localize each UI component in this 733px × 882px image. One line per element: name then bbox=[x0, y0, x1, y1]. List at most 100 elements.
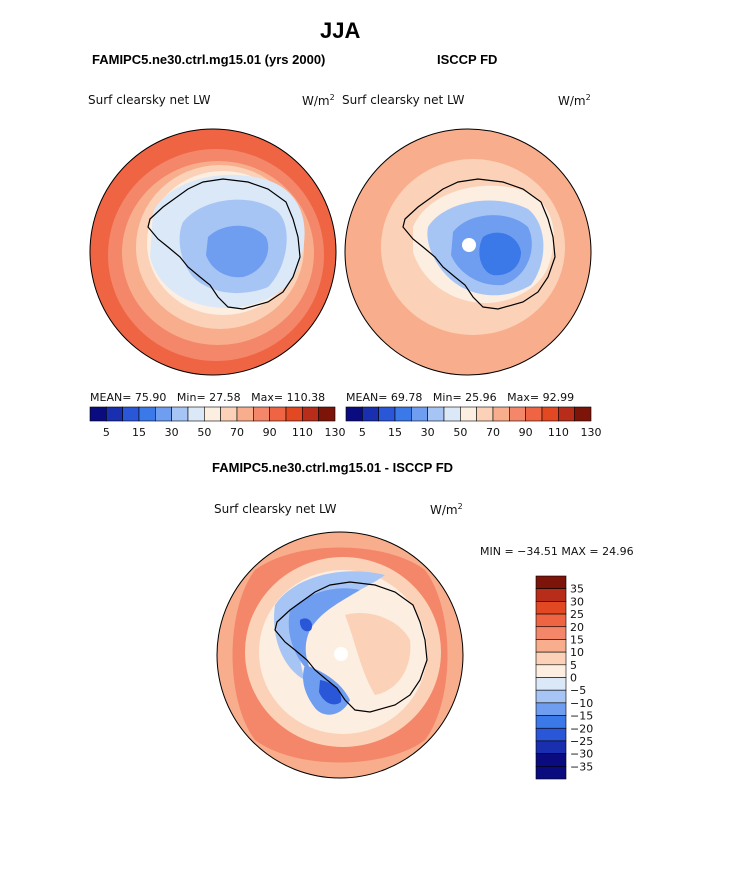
colorbar-model-swatch bbox=[302, 406, 319, 422]
colorbar-obs-swatch bbox=[378, 406, 396, 422]
panel2-min-label: Min= bbox=[432, 391, 462, 404]
colorbar-model-swatch bbox=[122, 406, 140, 422]
map-model-coastline bbox=[147, 178, 301, 310]
right-panel-title: ISCCP FD bbox=[437, 52, 498, 67]
colorbar-obs-tick-label: 5 bbox=[359, 426, 366, 439]
colorbar-obs-swatch bbox=[394, 406, 412, 422]
panel2-max-label: Max= bbox=[507, 391, 540, 404]
colorbar-obs-swatch bbox=[558, 406, 575, 422]
map-diff-positive bbox=[345, 612, 411, 695]
colorbar-obs-swatch bbox=[541, 406, 559, 422]
colorbar-diff-tick-label: 10 bbox=[570, 646, 584, 659]
colorbar-diff-tick-label: −5 bbox=[570, 684, 586, 697]
panel2-mean: 69.78 bbox=[390, 391, 423, 404]
left-panel-title: FAMIPC5.ne30.ctrl.mg15.01 (yrs 2000) bbox=[92, 52, 326, 67]
colorbar-model-tick-label: 5 bbox=[103, 426, 110, 439]
colorbar-diff-swatch bbox=[535, 664, 567, 678]
colorbar-model-tick-label: 130 bbox=[325, 426, 346, 439]
colorbar-diff-tick-label: 0 bbox=[570, 672, 577, 685]
map-model bbox=[89, 128, 337, 376]
colorbar-model-swatch bbox=[106, 406, 123, 422]
map-diff-negative bbox=[319, 680, 342, 705]
colorbar-obs-swatch bbox=[411, 406, 428, 422]
colorbar-obs-tick-label: 130 bbox=[581, 426, 602, 439]
map-diff-negative bbox=[299, 618, 313, 632]
panel1-max: 110.38 bbox=[286, 391, 326, 404]
colorbar-obs-swatch bbox=[345, 406, 363, 422]
map-diff-negative bbox=[274, 571, 385, 680]
colorbar-obs-tick-label: 90 bbox=[519, 426, 533, 439]
colorbar-diff-tick-label: −30 bbox=[570, 748, 593, 761]
colorbar-obs-tick-label: 30 bbox=[421, 426, 435, 439]
colorbar-model-swatch bbox=[318, 406, 336, 422]
colorbar-diff-tick-label: 15 bbox=[570, 633, 584, 646]
colorbar-obs-tick-label: 70 bbox=[486, 426, 500, 439]
colorbar-obs: 5 15 30 50 70 90 110 130 bbox=[345, 406, 602, 439]
colorbar-obs-swatch bbox=[443, 406, 461, 422]
map-obs-border bbox=[344, 128, 592, 376]
colorbar-model-tick-label: 15 bbox=[132, 426, 146, 439]
panel2-min: 25.96 bbox=[465, 391, 497, 404]
map-obs-ice bbox=[479, 232, 521, 276]
panel1-min: 27.58 bbox=[209, 391, 241, 404]
colorbar-obs-swatch bbox=[492, 406, 510, 422]
colorbar-diff-swatch bbox=[535, 651, 567, 666]
colorbar-obs-swatch bbox=[574, 406, 592, 422]
colorbar-model-swatch bbox=[171, 406, 189, 422]
colorbar-model-swatch bbox=[138, 406, 156, 422]
colorbar-diff-tick-label: 30 bbox=[570, 595, 584, 608]
colorbar-obs-tick-label: 50 bbox=[453, 426, 467, 439]
colorbar-diff-tick-label: 5 bbox=[570, 659, 577, 672]
panel3-variable: Surf clearsky net LW bbox=[214, 502, 337, 516]
colorbar-model-tick-label: 110 bbox=[292, 426, 313, 439]
colorbar-obs-swatch bbox=[460, 406, 477, 422]
panel2-variable: Surf clearsky net LW bbox=[342, 93, 465, 107]
colorbar-obs-swatch bbox=[476, 406, 494, 422]
colorbar-model-swatch bbox=[285, 406, 303, 422]
panel2-mean-label: MEAN= bbox=[346, 391, 388, 404]
colorbar-obs-swatch bbox=[427, 406, 445, 422]
panel1-variable: Surf clearsky net LW bbox=[88, 93, 211, 107]
map-diff-coastline bbox=[274, 581, 428, 713]
map-model-border bbox=[89, 128, 337, 376]
colorbar-diff-swatch bbox=[535, 613, 567, 628]
panel1-max-label: Max= bbox=[251, 391, 284, 404]
colorbar-obs-swatch bbox=[525, 406, 543, 422]
colorbar-diff-swatch bbox=[535, 740, 567, 754]
panel3-units: W/m2 bbox=[430, 502, 463, 517]
colorbar-diff-swatch bbox=[535, 766, 567, 780]
colorbar-diff-tick-label: 20 bbox=[570, 621, 584, 634]
colorbar-diff-swatch bbox=[535, 689, 567, 704]
map-obs-pole-hole bbox=[462, 238, 476, 252]
panel1-mean: 75.90 bbox=[134, 391, 167, 404]
panel1-stats: MEAN= 75.90 Min= 27.58 Max= 110.38 bbox=[90, 391, 325, 404]
map-obs-coastline bbox=[402, 178, 556, 310]
colorbar-diff-swatch bbox=[535, 727, 567, 742]
colorbar-diff-tick-label: −10 bbox=[570, 697, 593, 710]
colorbar-diff-swatch bbox=[535, 753, 567, 767]
panel1-mean-label: MEAN= bbox=[90, 391, 132, 404]
colorbar-diff-tick-label: 35 bbox=[570, 583, 584, 596]
map-diff-border bbox=[216, 531, 464, 779]
colorbar-model: 5 15 30 50 70 90 110 130 bbox=[89, 406, 346, 439]
colorbar-model-swatch bbox=[253, 406, 270, 422]
colorbar-model-tick-label: 70 bbox=[230, 426, 244, 439]
colorbar-model-swatch bbox=[204, 406, 221, 422]
colorbar-diff-swatch bbox=[535, 626, 567, 640]
colorbar-model-tick-label: 50 bbox=[197, 426, 211, 439]
panel3-minmax: MIN = −34.51 MAX = 24.96 bbox=[480, 545, 634, 558]
colorbar-model-swatch bbox=[155, 406, 172, 422]
colorbar-model-swatch bbox=[236, 406, 254, 422]
map-model-ice bbox=[206, 225, 269, 278]
colorbar-diff-tick-label: −35 bbox=[570, 760, 593, 773]
colorbar-diff-swatch bbox=[535, 601, 567, 615]
colorbar-obs-tick-label: 110 bbox=[548, 426, 569, 439]
panel1-min-label: Min= bbox=[176, 391, 206, 404]
panel2-units: W/m2 bbox=[558, 93, 591, 108]
colorbar-diff-tick-label: 25 bbox=[570, 608, 584, 621]
colorbar-diff-tick-label: −25 bbox=[570, 735, 593, 748]
colorbar-diff-swatch bbox=[535, 639, 567, 653]
map-diff-pole-hole bbox=[334, 647, 348, 661]
colorbar-model-swatch bbox=[220, 406, 238, 422]
